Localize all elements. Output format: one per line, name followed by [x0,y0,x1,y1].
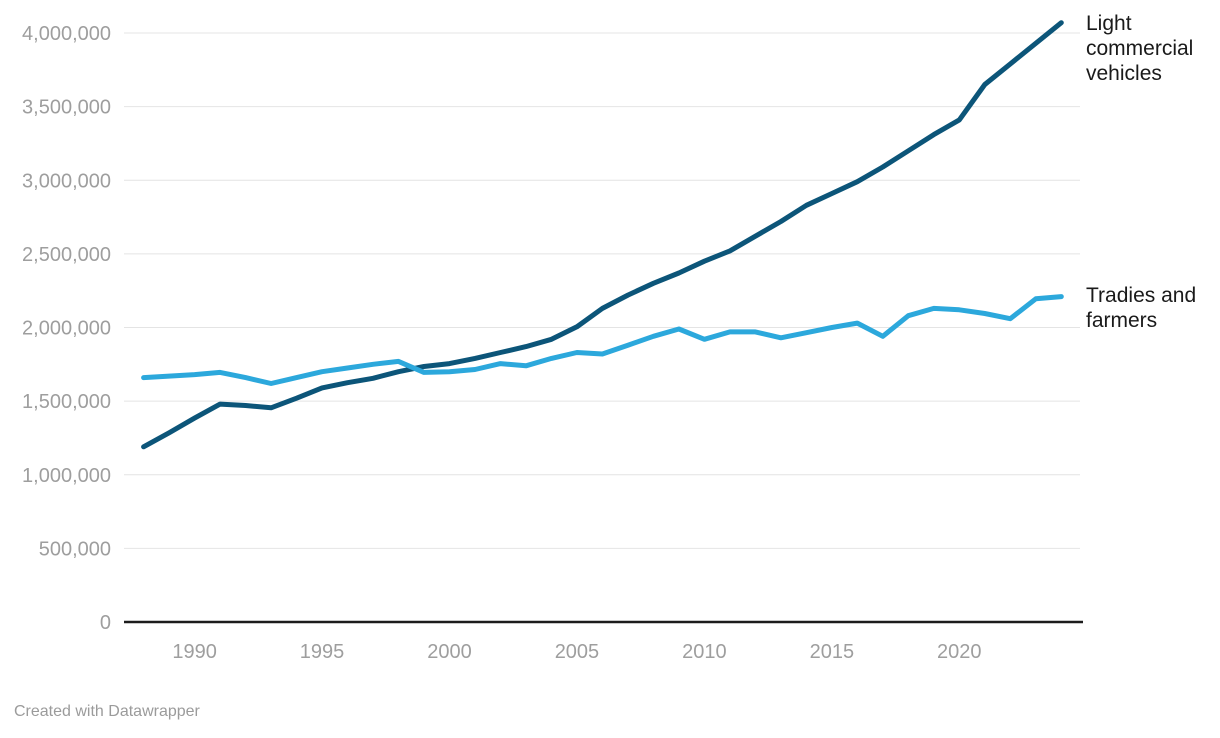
series-label-tradies-and-farmers: Tradies and farmers [1086,284,1197,332]
y-tick-label: 0 [100,612,111,634]
y-tick-label: 3,500,000 [22,97,111,119]
x-tick-label: 1990 [172,641,217,663]
x-tick-label: 2005 [555,641,600,663]
y-tick-label: 4,000,000 [22,23,111,45]
x-tick-label: 2010 [682,641,727,663]
x-tick-label: 2015 [810,641,855,663]
x-tick-label: 1995 [300,641,345,663]
y-tick-label: 500,000 [39,538,111,560]
x-tick-label: 2000 [427,641,472,663]
x-tick-label: 2020 [937,641,982,663]
datawrapper-credit: Created with Datawrapper [14,703,200,720]
y-tick-label: 3,000,000 [22,170,111,192]
y-tick-label: 1,000,000 [22,465,111,487]
y-tick-label: 1,500,000 [22,391,111,413]
series-line-light-commercial-vehicles [141,20,1064,450]
series-label-light-commercial-vehicles: Light commercial vehicles [1086,12,1194,85]
series-line-tradies-and-farmers [141,294,1064,386]
y-tick-label: 2,500,000 [22,244,111,266]
y-tick-label: 2,000,000 [22,318,111,340]
